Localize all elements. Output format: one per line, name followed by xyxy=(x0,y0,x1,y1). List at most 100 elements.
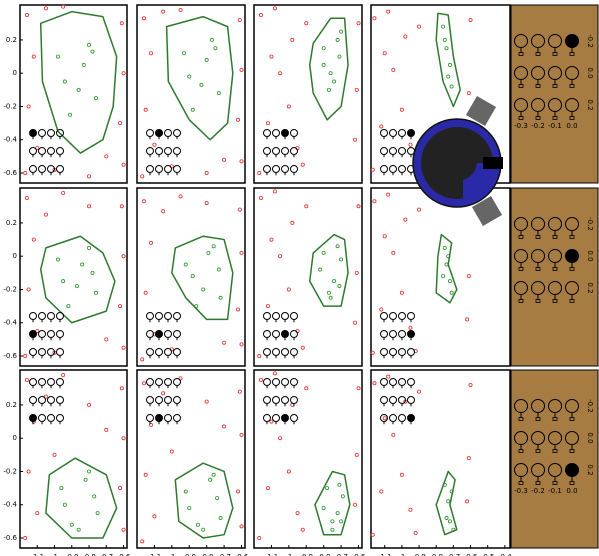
row-label: 0.0 xyxy=(586,250,594,261)
inside-point xyxy=(449,290,454,295)
icon-foot xyxy=(552,267,558,271)
inside-point xyxy=(321,250,326,255)
icon xyxy=(146,330,154,338)
region-boundary xyxy=(39,235,116,324)
x-tick-label: -1 xyxy=(51,553,58,556)
outside-point xyxy=(148,240,153,245)
robot xyxy=(412,95,503,227)
outside-point xyxy=(370,167,375,172)
x-tick-label: -0.8 xyxy=(429,553,443,556)
outside-point xyxy=(239,250,244,255)
icon xyxy=(389,414,397,422)
icon xyxy=(38,147,46,155)
outside-point xyxy=(399,290,404,295)
outside-point xyxy=(257,354,262,359)
inside-point xyxy=(218,295,223,300)
inside-point xyxy=(92,494,97,499)
outside-point xyxy=(143,107,148,112)
x-tick-label: -0.6 xyxy=(352,553,366,556)
y-tick-label: -0.2 xyxy=(3,285,17,293)
outside-point xyxy=(382,234,387,239)
icon xyxy=(380,147,388,155)
inside-point xyxy=(447,62,452,67)
outside-point xyxy=(143,472,148,477)
icon xyxy=(47,312,55,320)
outside-point xyxy=(466,274,471,279)
icon-foot xyxy=(535,417,541,421)
outside-point xyxy=(370,532,375,537)
icon xyxy=(38,378,46,386)
inside-point xyxy=(83,477,88,482)
x-tick-label: -0.8 xyxy=(82,553,96,556)
icon-foot xyxy=(569,235,575,239)
icon xyxy=(514,431,528,445)
icon xyxy=(290,129,298,137)
x-tick-label: -0.7 xyxy=(447,553,461,556)
outside-point xyxy=(239,432,244,437)
icon xyxy=(155,414,163,422)
inside-point xyxy=(325,486,330,491)
icon xyxy=(47,348,55,356)
outside-point xyxy=(257,536,262,541)
icon xyxy=(155,378,163,386)
inside-point xyxy=(182,51,187,56)
outside-point xyxy=(403,34,408,39)
outside-point xyxy=(286,287,291,292)
icon xyxy=(281,129,289,137)
outside-point xyxy=(399,472,404,477)
icon xyxy=(173,396,181,404)
panel-frame xyxy=(136,369,246,549)
icon xyxy=(389,378,397,386)
region-boundary xyxy=(171,235,234,321)
outside-point xyxy=(286,469,291,474)
icon xyxy=(164,129,172,137)
outside-point xyxy=(161,9,166,14)
outside-point xyxy=(23,171,28,176)
region-boundary xyxy=(435,12,461,108)
outside-point xyxy=(417,389,422,394)
inside-point xyxy=(215,496,220,501)
inside-point xyxy=(62,79,67,84)
icon xyxy=(548,431,562,445)
icon xyxy=(380,378,388,386)
y-tick-label: 0.2 xyxy=(6,219,17,227)
icon xyxy=(272,378,280,386)
icon xyxy=(155,129,163,137)
icon xyxy=(146,165,154,173)
icon xyxy=(38,312,46,320)
inside-point xyxy=(213,46,218,51)
icon xyxy=(272,396,280,404)
outside-point xyxy=(236,489,241,494)
icon-foot xyxy=(552,235,558,239)
icon xyxy=(398,378,406,386)
outside-point xyxy=(300,162,305,167)
inside-point xyxy=(93,290,98,295)
inside-point xyxy=(328,295,333,300)
icon xyxy=(380,312,388,320)
outside-point xyxy=(141,381,146,386)
robot-arm xyxy=(471,195,503,227)
icon xyxy=(407,129,415,137)
inside-point xyxy=(66,304,71,309)
icon xyxy=(407,312,415,320)
icon xyxy=(146,348,154,356)
icon xyxy=(146,396,154,404)
icon xyxy=(47,378,55,386)
x-tick-label: -1.1 xyxy=(265,553,279,556)
icon xyxy=(548,98,562,112)
icon xyxy=(531,66,545,80)
outside-point xyxy=(222,157,227,162)
icon xyxy=(407,330,415,338)
icon xyxy=(565,249,579,263)
y-tick-label: -0.2 xyxy=(3,102,17,110)
col-label: -0.1 xyxy=(548,487,562,495)
outside-point xyxy=(121,345,126,350)
icon xyxy=(281,414,289,422)
icon xyxy=(155,312,163,320)
outside-point xyxy=(43,394,48,399)
icon xyxy=(38,414,46,422)
x-tick-label: -0.6 xyxy=(117,553,131,556)
outside-point xyxy=(148,51,153,56)
inside-point xyxy=(216,91,221,96)
icon xyxy=(263,312,271,320)
